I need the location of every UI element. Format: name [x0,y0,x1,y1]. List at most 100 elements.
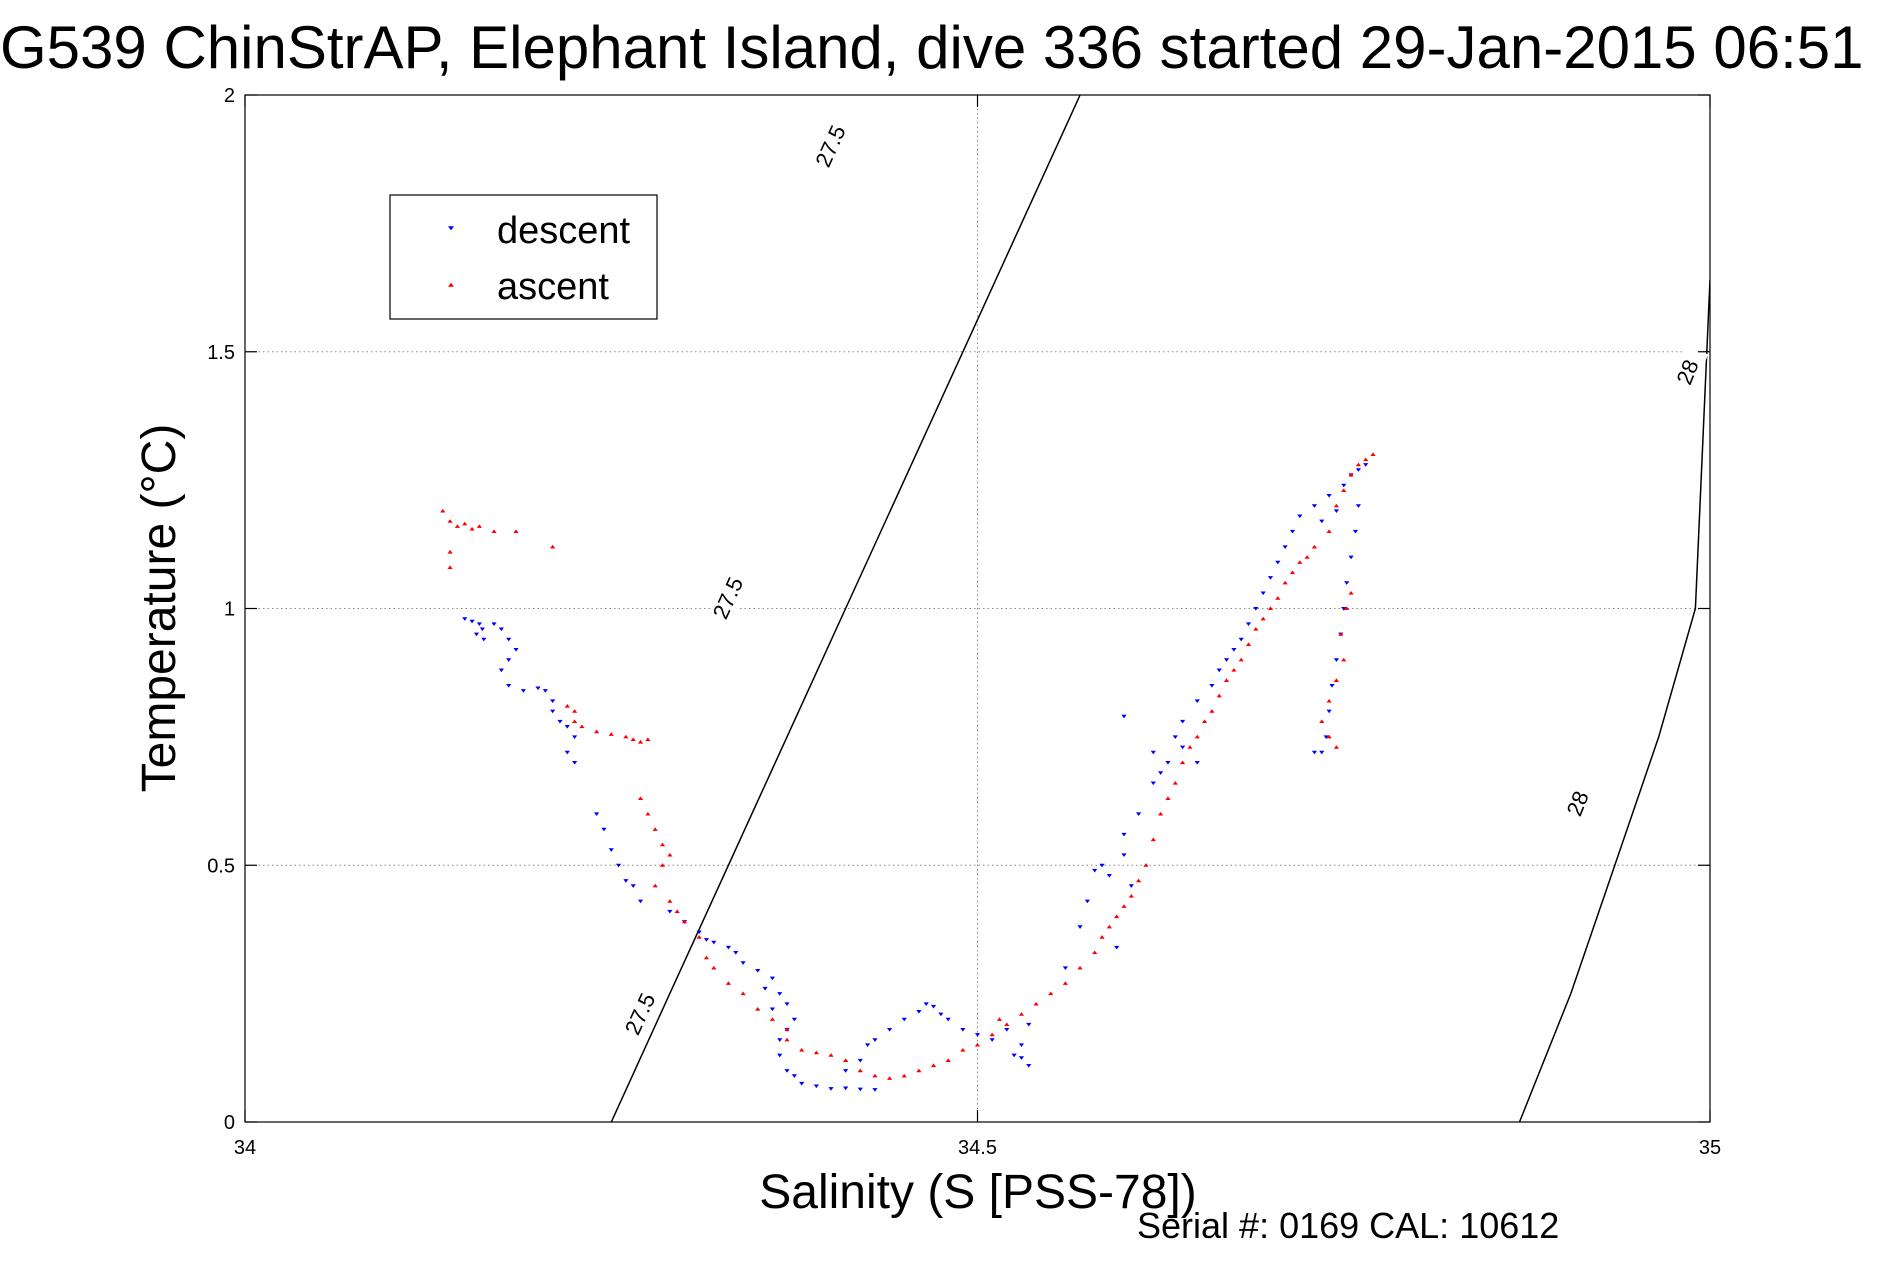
descent-point [762,986,768,991]
descent-point [473,632,480,637]
descent-point [572,735,578,739]
descent-point [572,760,578,765]
ascent-point [916,1068,922,1073]
legend: descent ascent [389,194,658,320]
ascent-point [667,899,673,903]
descent-point [1216,668,1222,673]
descent-point [843,1086,849,1091]
ascent-point [1326,529,1332,534]
descent-point [1319,750,1325,755]
descent-point [1326,493,1332,498]
ascent-point [857,1068,863,1073]
descent-point [637,899,644,904]
descent-point [1289,529,1296,534]
ascent-point [1114,914,1120,919]
ascent-point [1223,678,1230,682]
ascent-point [989,1032,995,1037]
ascent-point [667,852,673,857]
ascent-point [564,703,570,708]
contour-label-bg [1667,345,1709,400]
descent-point [1363,463,1369,467]
descent-point [1355,504,1361,508]
descent-point [1355,468,1361,472]
ascent-point [1333,503,1340,508]
descent-point [1011,1053,1017,1058]
descent-point [1341,483,1347,488]
ascent-point [572,719,578,724]
ascent-point [1128,893,1134,898]
descent-point [887,1028,893,1032]
descent-point [1180,745,1186,750]
descent-point [777,1038,783,1042]
descent-point [828,1087,834,1091]
descent-point [725,945,732,950]
x-axis-label: Salinity (S [PSS-78]) [759,1166,1196,1219]
descent-point [667,909,673,914]
descent-point [1084,899,1090,904]
ascent-point [1333,678,1340,682]
axis-ticks: 34 34.5 35 0 0.5 1 1.5 2 [207,85,1721,1159]
ascent-point [1209,709,1215,713]
ascent-point [1289,570,1296,575]
ascent-point [696,935,702,939]
descent-point [1106,873,1112,878]
ascent-point [1106,924,1112,929]
ascent-point [755,1006,761,1011]
ascent-point [1018,1012,1025,1016]
ascent-point [652,827,658,831]
ascent-point [799,1048,805,1052]
descent-point [1172,735,1178,739]
legend-label-descent: descent [497,210,631,252]
descent-point [1323,735,1329,739]
descent-point [469,619,475,624]
descent-point [608,848,614,852]
descent-point [857,1087,863,1092]
descent-point [974,1033,981,1037]
ascent-point [1297,560,1303,564]
descent-point [1245,622,1252,626]
descent-point [1329,683,1335,688]
descent-point [1194,699,1200,704]
descent-point [513,648,519,652]
ascent-point [1341,488,1347,492]
descent-point [615,863,622,868]
ascent-point [1165,796,1171,801]
ascent-point [1319,719,1325,724]
x-tick-label: 35 [1699,1137,1721,1159]
descent-point [1018,1056,1025,1060]
descent-point [506,658,512,662]
ascent-point [572,709,578,713]
descent-point [550,709,556,714]
ascent-point [1282,580,1288,585]
descent-point [520,689,526,693]
contour-label-bg [707,571,750,626]
ascent-point [1099,935,1105,939]
descent-point [1165,760,1171,765]
ascent-point [784,1027,790,1032]
descent-point [1121,714,1127,719]
descent-point [696,930,702,935]
grid-lines [245,95,1710,1122]
ascent-point [1326,698,1332,703]
descent-point [769,1007,775,1012]
descent-point [711,940,717,945]
ascent-point [1326,734,1332,739]
descent-point [945,1017,951,1022]
ascent-point [1158,811,1164,816]
contour-line-27.5 [610,95,1081,1122]
ascent-point [887,1076,893,1080]
descent-point [901,1017,907,1022]
ascent-point [513,529,519,534]
ascent-point [1355,462,1361,467]
contour-label-bg [619,987,662,1041]
ascent-point [674,909,680,914]
ascent-point [462,521,468,526]
ascent-point [703,955,710,960]
descent-point [813,1084,819,1089]
ascent-point [594,729,600,734]
descent-point [769,976,775,981]
descent-point [1231,648,1237,652]
ascent-point [1348,591,1354,595]
descent-point [1136,812,1142,816]
